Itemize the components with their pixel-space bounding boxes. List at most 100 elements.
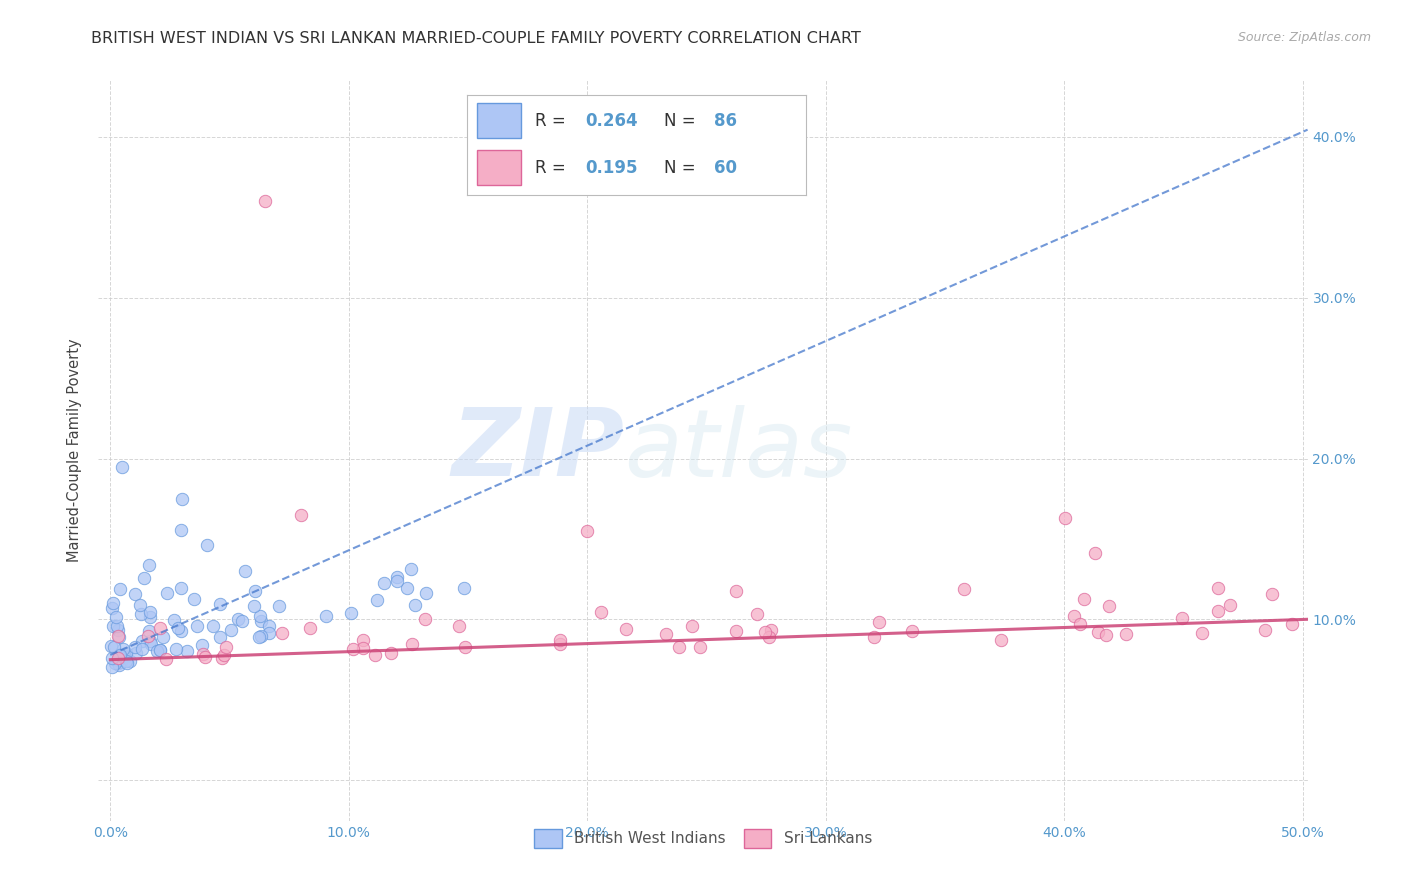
Point xyxy=(1206,604,1229,618)
Point xyxy=(745,607,768,621)
Point xyxy=(352,632,374,647)
Point xyxy=(136,629,159,643)
Point xyxy=(1069,617,1091,632)
Point xyxy=(108,648,131,663)
Point xyxy=(399,562,422,576)
Point xyxy=(447,619,470,633)
Point xyxy=(990,633,1012,648)
Point xyxy=(170,581,193,595)
Point xyxy=(395,581,418,595)
Point xyxy=(110,656,132,670)
Point xyxy=(139,606,162,620)
Point xyxy=(108,630,131,644)
Point xyxy=(1254,623,1277,637)
Point xyxy=(202,619,225,633)
Point xyxy=(186,619,208,633)
Point xyxy=(1073,592,1095,607)
Point xyxy=(125,646,148,660)
Point xyxy=(104,610,127,624)
Point xyxy=(211,650,233,665)
Point xyxy=(215,640,238,655)
Y-axis label: Married-Couple Family Poverty: Married-Couple Family Poverty xyxy=(67,339,83,562)
Point xyxy=(131,607,153,621)
Point xyxy=(342,641,364,656)
Point xyxy=(112,642,135,657)
Point xyxy=(340,606,363,620)
Point xyxy=(1191,626,1213,640)
Point xyxy=(156,586,179,600)
Point xyxy=(758,630,780,644)
Point xyxy=(195,538,218,552)
Point xyxy=(1281,617,1303,632)
Point xyxy=(101,600,124,615)
Point xyxy=(194,649,217,664)
Point xyxy=(226,612,249,626)
Point xyxy=(191,647,214,661)
Point xyxy=(655,626,678,640)
Point xyxy=(131,642,153,657)
Point xyxy=(124,640,146,654)
Point xyxy=(114,649,136,664)
Point xyxy=(550,632,572,647)
Point xyxy=(170,624,193,639)
Point xyxy=(103,640,125,654)
Point xyxy=(107,656,129,670)
Point xyxy=(453,581,475,595)
Point xyxy=(124,587,146,601)
Point xyxy=(1084,546,1107,560)
Point xyxy=(724,584,747,599)
Point xyxy=(366,593,388,607)
Point xyxy=(591,605,613,619)
Point xyxy=(257,619,280,633)
Point xyxy=(901,624,924,638)
Point xyxy=(1063,608,1085,623)
Point xyxy=(415,585,437,599)
Point xyxy=(149,643,172,657)
Point xyxy=(385,574,408,588)
Point xyxy=(138,634,160,648)
Point xyxy=(107,629,129,643)
Point xyxy=(107,651,129,665)
Point xyxy=(454,640,477,654)
Point xyxy=(761,624,783,638)
Point xyxy=(233,564,256,578)
Point xyxy=(139,637,162,651)
Point xyxy=(115,654,138,668)
Point xyxy=(118,655,141,669)
Point xyxy=(108,658,131,673)
Point xyxy=(166,621,188,635)
Point xyxy=(249,609,271,624)
Point xyxy=(115,647,138,661)
Point xyxy=(101,650,124,665)
Point xyxy=(1115,627,1137,641)
Point xyxy=(219,624,242,638)
Point xyxy=(681,618,703,632)
Point xyxy=(152,630,174,644)
Point xyxy=(104,657,127,671)
Point xyxy=(1087,624,1109,639)
Point xyxy=(115,657,138,671)
Point xyxy=(254,194,277,208)
Point xyxy=(105,618,128,632)
Point xyxy=(115,647,138,661)
Point xyxy=(290,508,312,522)
Point xyxy=(114,650,136,665)
Point xyxy=(107,653,129,667)
Point xyxy=(107,623,129,637)
Point xyxy=(208,630,231,644)
Point xyxy=(1219,599,1241,613)
Point xyxy=(249,614,271,628)
Point xyxy=(1261,587,1284,601)
Point xyxy=(183,591,205,606)
Point xyxy=(257,625,280,640)
Point xyxy=(1095,628,1118,642)
Point xyxy=(108,648,131,662)
Point xyxy=(1054,510,1077,524)
Point xyxy=(149,621,172,635)
Point xyxy=(108,582,131,596)
Point xyxy=(100,639,122,653)
Point xyxy=(550,637,572,651)
Text: atlas: atlas xyxy=(624,405,852,496)
Point xyxy=(1206,581,1229,595)
Point xyxy=(139,610,162,624)
